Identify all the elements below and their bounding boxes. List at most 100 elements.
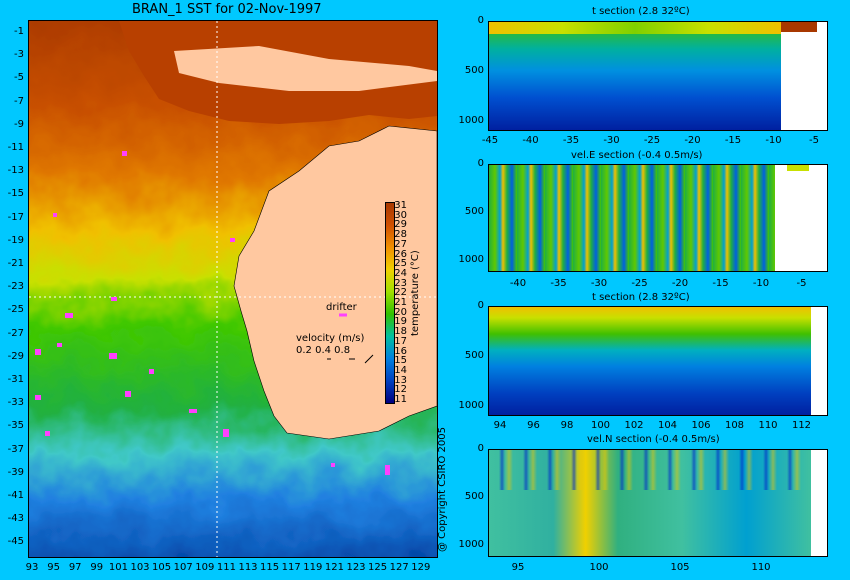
colorbar-label: 12 xyxy=(394,384,407,396)
latitude-label: -19 xyxy=(7,234,24,246)
section-4-y-label: 0 xyxy=(477,443,484,454)
section-2-title: vel.E section (-0.4 0.5m/s) xyxy=(571,150,703,161)
latitude-label: -17 xyxy=(7,211,24,223)
section-2-x-label: -10 xyxy=(752,278,770,289)
section-1-y-label: 1000 xyxy=(458,115,484,126)
section-3-x-label: 112 xyxy=(791,420,812,431)
colorbar-label: 24 xyxy=(394,267,407,279)
section-2-plot xyxy=(488,164,828,272)
latitude-label: -35 xyxy=(7,420,24,432)
velocity-label: velocity (m/s) xyxy=(296,333,365,344)
velocity-scale: 0.2 0.4 0.8 xyxy=(296,345,351,356)
latitude-label: -41 xyxy=(7,490,24,501)
section-3-x-labels: 94 96 98 100 102 104 106 108 110 112 xyxy=(488,420,828,434)
section-3-x-label: 100 xyxy=(590,420,611,431)
latitude-label: -1 xyxy=(14,26,24,37)
longitude-label: 95 xyxy=(47,562,60,573)
colorbar-label: 14 xyxy=(394,364,407,376)
longitude-label: 129 xyxy=(411,562,431,573)
longitude-label: 113 xyxy=(238,562,258,573)
longitude-label: 109 xyxy=(195,562,215,573)
colorbar-label: 22 xyxy=(394,287,407,299)
sst-map-canvas xyxy=(29,21,437,557)
colorbar-label: 23 xyxy=(394,277,407,289)
longitude-label: 119 xyxy=(303,562,323,573)
section-3-y-label: 0 xyxy=(477,300,484,311)
longitude-label: 103 xyxy=(130,562,150,573)
section-1-x-label: -10 xyxy=(765,135,782,146)
section-3-y-label: 1000 xyxy=(458,400,484,411)
section-3-x-label: 104 xyxy=(657,420,678,431)
longitude-label: 125 xyxy=(368,562,388,573)
copyright-text: @ Copyright CSIRO 2005 xyxy=(437,427,448,552)
section-4-x-label: 110 xyxy=(751,562,771,573)
section-1-x-labels: -45 -40 -35 -30 -25 -20 -15 -10 -5 xyxy=(482,135,828,149)
section-1-y-labels: 0 500 1000 xyxy=(456,15,486,135)
section-3-title: t section (2.8 32ºC) xyxy=(592,292,690,303)
drifter-markers xyxy=(35,151,390,475)
latitude-label: -33 xyxy=(7,397,24,409)
colorbar-label: 30 xyxy=(394,209,407,221)
section-2-x-label: -25 xyxy=(631,278,648,289)
section-3-x-label: 108 xyxy=(724,420,745,431)
section-4-title: vel.N section (-0.4 0.5m/s) xyxy=(587,434,720,445)
section-1-x-label: -35 xyxy=(562,135,580,146)
section-4-x-labels: 95 100 105 110 xyxy=(488,562,828,576)
section-1-x-label: -5 xyxy=(809,135,819,146)
colorbar-label: 15 xyxy=(394,355,407,367)
section-4-x-label: 95 xyxy=(511,562,525,573)
section-3-x-label: 94 xyxy=(493,420,507,431)
latitude-label: -31 xyxy=(7,374,24,385)
section-2-y-label: 1000 xyxy=(458,254,484,265)
section-1-x-label: -45 xyxy=(481,135,499,146)
land-java-nt xyxy=(174,46,437,91)
latitude-label: -37 xyxy=(7,443,24,455)
colorbar-label: 13 xyxy=(394,374,407,386)
section-3-y-labels: 0 500 1000 xyxy=(456,300,486,420)
colorbar-label: 27 xyxy=(394,238,407,250)
section-1-x-label: -25 xyxy=(643,135,661,146)
section-3-x-label: 102 xyxy=(624,420,644,431)
colorbar-label: 18 xyxy=(394,326,407,338)
sst-map xyxy=(28,20,438,558)
longitude-label: 107 xyxy=(173,562,193,573)
longitude-label: 111 xyxy=(216,562,236,573)
colorbar-labels: 31 30 29 28 27 26 25 24 23 22 21 20 19 18 17 16 15 14 13 12… xyxy=(394,198,409,408)
colorbar-label: 26 xyxy=(394,248,407,260)
latitude-label: -5 xyxy=(14,72,24,84)
longitude-label: 123 xyxy=(346,562,366,573)
latitude-label: -45 xyxy=(7,536,24,548)
section-4-y-label: 1000 xyxy=(458,539,484,550)
section-1-y-label: 500 xyxy=(464,65,484,76)
longitude-label: 97 xyxy=(68,562,82,573)
section-1-x-label: -15 xyxy=(724,135,742,146)
section-3-y-label: 500 xyxy=(464,350,484,361)
latitude-label: -15 xyxy=(7,188,24,200)
colorbar-label: 20 xyxy=(394,306,407,318)
colorbar-label: 25 xyxy=(394,258,407,270)
latitude-label: -7 xyxy=(14,95,24,107)
latitude-label: -3 xyxy=(14,49,24,61)
longitude-label: 93 xyxy=(25,562,39,573)
section-1-x-label: -40 xyxy=(522,135,539,146)
longitude-label: 127 xyxy=(389,562,409,573)
section-2-y-label: 0 xyxy=(477,158,484,169)
latitude-label: -9 xyxy=(14,118,24,130)
drifter-label: drifter xyxy=(326,302,357,313)
colorbar-label: 19 xyxy=(394,316,407,328)
section-2-x-label: -15 xyxy=(712,278,729,289)
section-2-y-label: 500 xyxy=(464,206,484,217)
map-title: BRAN_1 SST for 02-Nov-1997 xyxy=(132,2,322,17)
section-1-plot xyxy=(488,21,828,131)
colorbar-label: 16 xyxy=(394,345,407,357)
section-1-title: t section (2.8 32ºC) xyxy=(592,6,690,17)
longitude-label: 115 xyxy=(260,562,280,573)
colorbar-label: 29 xyxy=(394,219,407,231)
section-3-x-label: 96 xyxy=(527,420,540,431)
longitude-label: 101 xyxy=(108,562,128,573)
section-3-x-label: 106 xyxy=(691,420,711,431)
section-4-x-label: 105 xyxy=(670,562,690,573)
section-3-plot xyxy=(488,306,828,416)
longitude-label: 105 xyxy=(152,562,172,573)
section-2-x-label: -5 xyxy=(796,278,807,289)
